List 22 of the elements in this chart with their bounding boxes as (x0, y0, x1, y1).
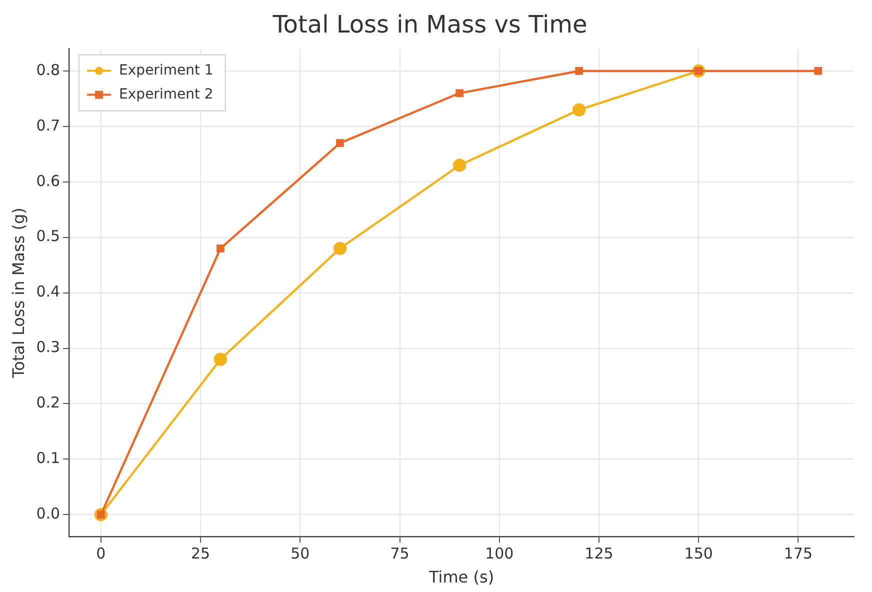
x-tick-label: 0 (96, 544, 106, 563)
x-tick-label: 50 (290, 544, 310, 563)
y-tick-label: 0.7 (36, 116, 60, 134)
y-axis-title: Total Loss in Mass (g) (8, 208, 28, 379)
y-tick-label: 0.2 (36, 394, 60, 412)
x-tick-label: 125 (584, 544, 614, 563)
y-tick-label: 0.0 (36, 504, 60, 523)
y-tick-label: 0.5 (36, 227, 60, 246)
x-tick-label: 75 (390, 544, 410, 563)
x-tick-label: 150 (684, 544, 713, 563)
x-tick-label: 100 (485, 544, 514, 563)
x-axis-title: Time (s) (428, 568, 494, 587)
x-tick-label: 25 (190, 544, 210, 563)
y-tick-label: 0.1 (36, 449, 60, 468)
y-tick-label: 0.4 (36, 282, 60, 301)
x-tick-label: 175 (784, 544, 813, 563)
legend-label: Experiment 2 (119, 86, 214, 102)
y-tick-label: 0.3 (36, 338, 60, 356)
y-tick-label: 0.6 (36, 172, 60, 190)
legend-label: Experiment 1 (119, 62, 214, 78)
chart-title: Total Loss in Mass vs Time (272, 10, 588, 39)
y-tick-label: 0.8 (36, 60, 60, 79)
